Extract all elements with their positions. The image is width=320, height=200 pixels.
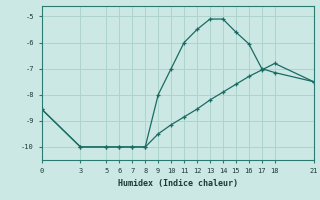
- X-axis label: Humidex (Indice chaleur): Humidex (Indice chaleur): [118, 179, 237, 188]
